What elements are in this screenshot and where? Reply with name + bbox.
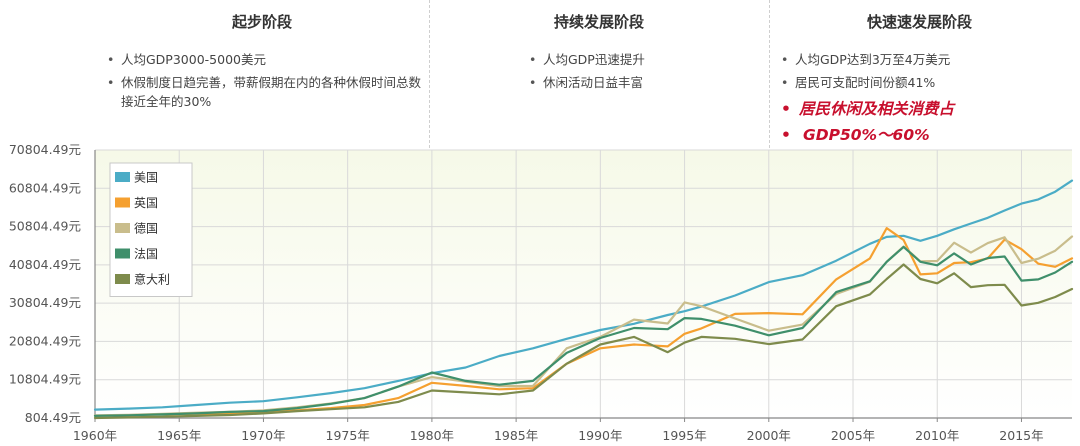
- x-tick-label: 2010年: [915, 428, 959, 443]
- stage-title-initial: 起步阶段: [231, 13, 292, 31]
- x-tick-label: 1985年: [494, 428, 538, 443]
- x-tick-label: 2005年: [831, 428, 875, 443]
- y-tick-label: 70804.49元: [9, 142, 81, 157]
- stage-emphasis-line: 居民休闲及相关消费占: [781, 96, 1062, 122]
- stage-bullets-initial: 人均GDP3000-5000美元 休假制度日趋完善，带薪假期在内的各种休假时间总…: [107, 50, 421, 115]
- legend-label: 意大利: [134, 272, 170, 287]
- stage-bullet: 休假制度日趋完善，带薪假期在内的各种休假时间总数接近全年的30%: [107, 73, 421, 111]
- y-tick-label: 40804.49元: [9, 257, 81, 272]
- legend-label: 美国: [134, 171, 158, 185]
- legend-label: 法国: [134, 247, 158, 261]
- legend-swatch: [115, 197, 130, 208]
- y-tick-label: 60804.49元: [9, 180, 81, 195]
- legend-label: 德国: [134, 221, 158, 236]
- stage-divider: [429, 0, 430, 148]
- series-lines: [93, 179, 1074, 420]
- stage-title-rapid: 快速速发展阶段: [866, 13, 972, 31]
- axes: 804.49元 10804.49元 20804.49元 30804.49元 40804.…: [9, 142, 1072, 443]
- series-line-法国: [93, 245, 1074, 417]
- grid-lines: [94, 149, 1072, 419]
- legend-swatch: [115, 248, 130, 259]
- stage-initial: 起步阶段 人均GDP3000-5000美元 休假制度日趋完善，带薪假期在内的各种…: [95, 0, 429, 148]
- x-tick-label: 2015年: [999, 428, 1043, 443]
- series-line-意大利: [93, 263, 1074, 420]
- stage-sustained: 持续发展阶段 人均GDP迅速提升 休闲活动日益丰富: [429, 0, 769, 148]
- stage-bullet: 居民可支配时间份额41%: [781, 73, 1062, 92]
- legend-swatch: [115, 172, 130, 182]
- y-tick-label: 804.49元: [25, 410, 81, 425]
- legend-swatch: [115, 223, 130, 233]
- stage-bullets-rapid: 人均GDP达到3万至4万美元 居民可支配时间份额41% 居民休闲及相关消费占 G…: [781, 50, 1062, 148]
- y-tick-label: 20804.49元: [9, 333, 81, 348]
- y-tick-label: 30804.49元: [9, 295, 81, 310]
- stage-divider: [769, 0, 770, 148]
- stage-bullet: 人均GDP达到3万至4万美元: [781, 50, 1062, 69]
- stage-emphasis-line: GDP50%～60%: [781, 122, 1062, 148]
- legend-label: 英国: [134, 196, 158, 210]
- x-tick-label: 1965年: [157, 428, 201, 443]
- y-tick-label: 50804.49元: [9, 219, 81, 234]
- stage-bullet: 人均GDP迅速提升: [529, 50, 761, 69]
- stage-bullets-sustained: 人均GDP迅速提升 休闲活动日益丰富: [529, 50, 761, 96]
- stage-rapid: 快速速发展阶段 人均GDP达到3万至4万美元 居民可支配时间份额41% 居民休闲…: [769, 0, 1070, 148]
- plot-background: [95, 150, 1072, 418]
- stage-bullet: 人均GDP3000-5000美元: [107, 50, 421, 69]
- series-line-美国: [93, 179, 1074, 411]
- x-tick-label: 2000年: [747, 428, 791, 443]
- stage-title-sustained: 持续发展阶段: [553, 13, 644, 31]
- x-tick-label: 1960年: [73, 428, 117, 443]
- y-tick-label: 10804.49元: [9, 372, 81, 387]
- x-tick-label: 1980年: [410, 428, 454, 443]
- x-tick-label: 1995年: [662, 428, 706, 443]
- legend-swatch: [115, 274, 130, 284]
- development-stages: 起步阶段 人均GDP3000-5000美元 休假制度日趋完善，带薪假期在内的各种…: [95, 0, 1070, 148]
- x-tick-label: 1970年: [241, 428, 285, 443]
- x-tick-label: 1975年: [326, 428, 370, 443]
- stage-bullet: 休闲活动日益丰富: [529, 73, 761, 92]
- x-tick-label: 1990年: [578, 428, 622, 443]
